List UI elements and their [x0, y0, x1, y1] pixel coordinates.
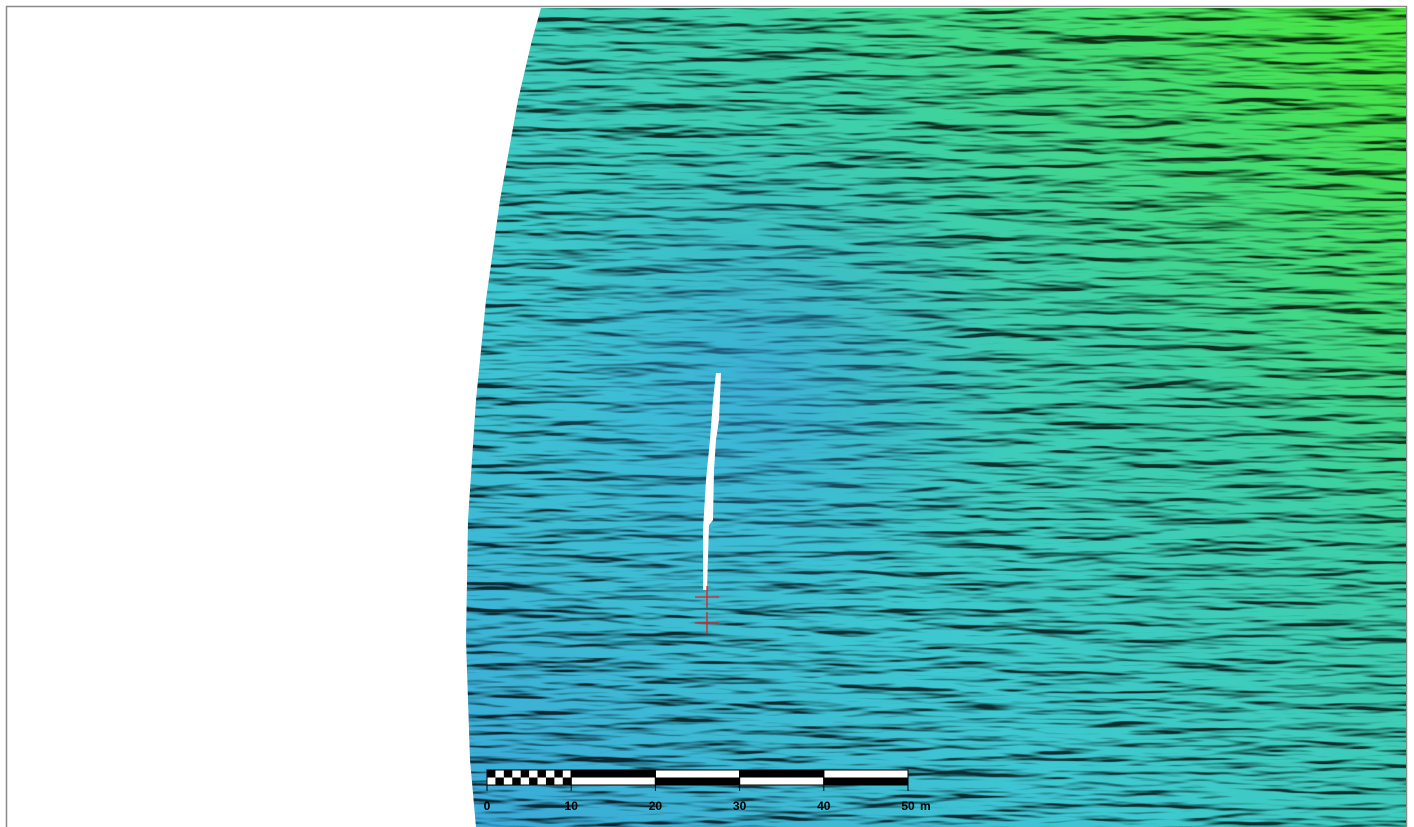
scale-label: 40	[817, 799, 831, 813]
scale-fill	[740, 770, 824, 778]
map-view: 0 10 20 30 40 50 m	[0, 0, 1414, 827]
scale-label: 0	[484, 799, 491, 813]
scale-checker	[563, 778, 571, 786]
scale-checker	[538, 770, 546, 778]
bathymetry-surface	[460, 8, 1410, 827]
scale-unit: m	[920, 799, 931, 813]
scale-checker	[512, 778, 520, 786]
scale-checker	[487, 770, 495, 778]
page: 01020304050m (() => { const data = JSON.…	[0, 0, 1414, 827]
scale-checker	[521, 770, 529, 778]
scale-label: 20	[649, 799, 663, 813]
scale-label: 10	[565, 799, 579, 813]
scale-checker	[546, 778, 554, 786]
scale-fill	[655, 778, 739, 786]
scale-fill	[824, 778, 908, 786]
depth-tint	[460, 8, 1410, 827]
scale-checker	[529, 778, 537, 786]
scale-checker	[504, 770, 512, 778]
scale-label: 30	[733, 799, 747, 813]
scale-checker	[495, 778, 503, 786]
scale-checker	[554, 770, 562, 778]
scale-label: 50	[901, 799, 915, 813]
scale-fill	[571, 770, 655, 778]
